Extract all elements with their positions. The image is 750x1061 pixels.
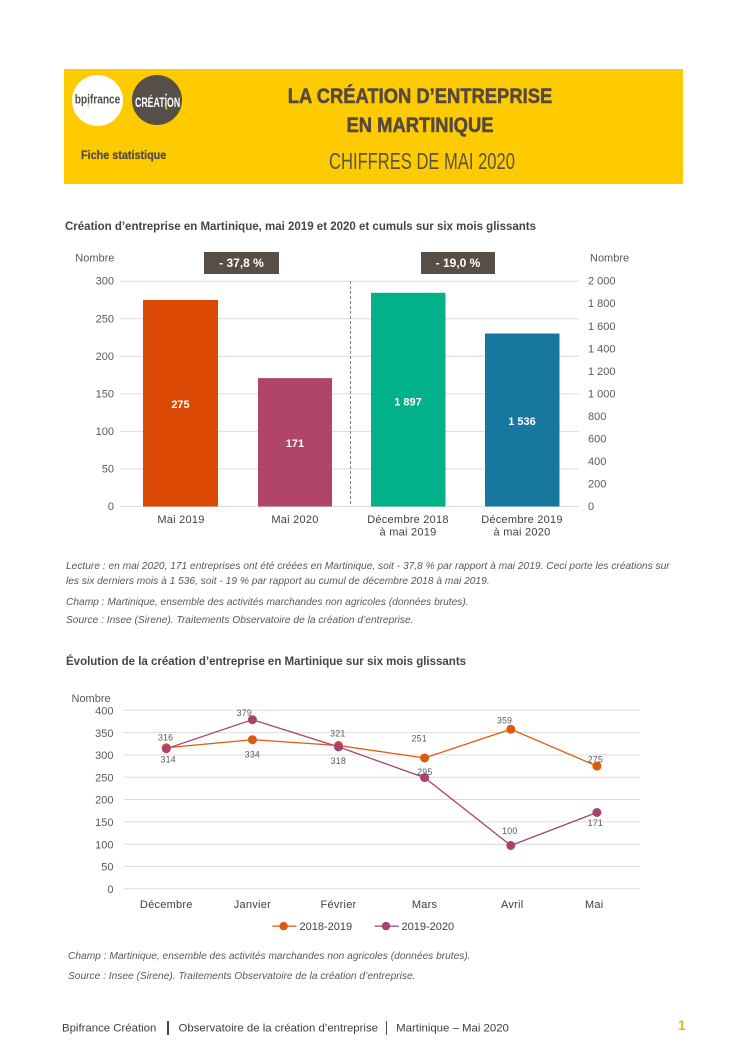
svg-text:200: 200 (96, 351, 114, 363)
svg-text:Mai 2020: Mai 2020 (271, 514, 318, 526)
svg-text:150: 150 (95, 817, 113, 829)
svg-text:800: 800 (588, 411, 606, 423)
svg-text:250: 250 (95, 772, 113, 784)
svg-text:171: 171 (588, 818, 603, 828)
svg-text:1 400: 1 400 (588, 343, 616, 355)
svg-text:400: 400 (588, 456, 606, 468)
svg-text:1 000: 1 000 (588, 388, 616, 400)
svg-text:Décembre 2019: Décembre 2019 (481, 514, 563, 526)
svg-text:200: 200 (95, 795, 113, 807)
svg-text:Nombre: Nombre (72, 693, 111, 705)
svg-text:314: 314 (161, 754, 176, 764)
svg-text:1 897: 1 897 (394, 397, 422, 409)
svg-text:318: 318 (331, 756, 346, 766)
svg-text:Décembre: Décembre (140, 899, 193, 911)
svg-text:2 000: 2 000 (588, 276, 616, 288)
svg-text:1 536: 1 536 (508, 416, 536, 428)
svg-text:379: 379 (237, 708, 252, 718)
svg-text:1 200: 1 200 (588, 366, 616, 378)
svg-text:300: 300 (96, 276, 114, 288)
svg-text:Nombre: Nombre (590, 253, 629, 265)
svg-text:0: 0 (108, 501, 114, 513)
svg-text:2018-2019: 2018-2019 (300, 921, 353, 933)
svg-text:316: 316 (158, 732, 173, 742)
svg-text:300: 300 (95, 750, 113, 762)
svg-text:1 600: 1 600 (588, 321, 616, 333)
svg-text:à mai 2019: à mai 2019 (380, 527, 437, 539)
svg-text:0: 0 (588, 501, 594, 513)
svg-text:295: 295 (417, 767, 432, 777)
svg-text:350: 350 (95, 728, 113, 740)
svg-text:359: 359 (497, 716, 512, 726)
svg-text:251: 251 (412, 734, 427, 744)
svg-text:CRÉATION: CRÉATION (135, 95, 180, 110)
svg-text:600: 600 (588, 433, 606, 445)
svg-text:Décembre 2018: Décembre 2018 (367, 514, 449, 526)
svg-text:Nombre: Nombre (75, 253, 114, 265)
svg-text:à mai 2020: à mai 2020 (494, 527, 551, 539)
svg-text:275: 275 (171, 399, 189, 411)
svg-text:50: 50 (101, 862, 113, 874)
svg-text:100: 100 (95, 839, 113, 851)
svg-text:bpifrance: bpifrance (75, 93, 121, 107)
svg-text:400: 400 (95, 706, 113, 718)
svg-text:1 800: 1 800 (588, 298, 616, 310)
svg-text:334: 334 (245, 750, 260, 760)
svg-text:150: 150 (96, 388, 114, 400)
svg-text:100: 100 (502, 826, 517, 836)
svg-text:Février: Février (321, 899, 357, 911)
svg-text:50: 50 (102, 464, 114, 476)
svg-text:Janvier: Janvier (234, 899, 271, 911)
svg-text:Avril: Avril (501, 899, 523, 911)
svg-text:Mai: Mai (585, 899, 603, 911)
svg-text:Mai 2019: Mai 2019 (157, 514, 204, 526)
svg-text:250: 250 (96, 313, 114, 325)
svg-text:275: 275 (588, 754, 603, 764)
svg-text:100: 100 (96, 426, 114, 438)
svg-text:Mars: Mars (412, 899, 438, 911)
svg-text:321: 321 (330, 729, 345, 739)
svg-text:2019-2020: 2019-2020 (402, 921, 455, 933)
svg-text:200: 200 (588, 479, 606, 491)
svg-text:171: 171 (286, 438, 304, 450)
svg-text:0: 0 (107, 884, 113, 896)
